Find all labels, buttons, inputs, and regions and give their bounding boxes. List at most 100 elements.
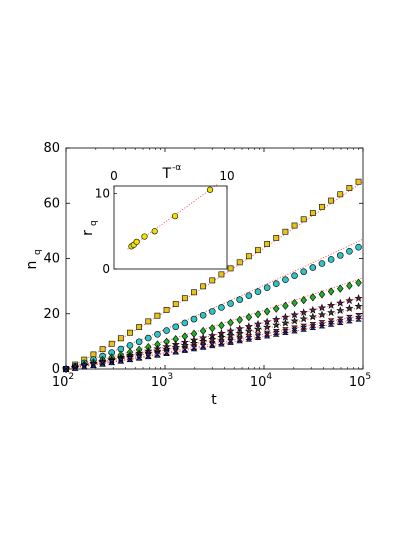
square-marker [255, 247, 261, 254]
square-marker [99, 346, 106, 353]
circle-marker [346, 247, 353, 255]
circle-marker [245, 292, 253, 299]
hourglass-marker [218, 340, 225, 347]
hourglass-marker [163, 350, 170, 357]
hourglass-marker [309, 324, 317, 331]
hourglass-marker [336, 319, 344, 326]
circle-marker [309, 264, 317, 271]
hourglass-marker [282, 329, 289, 336]
hourglass-marker [108, 359, 116, 366]
hourglass-marker [99, 360, 106, 367]
circle-marker [327, 256, 335, 263]
hourglass-marker [263, 332, 271, 339]
inset-x-tick-label: 0 [110, 169, 118, 183]
hourglass-marker [272, 330, 280, 337]
main-ticks: 102 103 104 105 0 20 40 60 80 [43, 141, 371, 390]
y-axis-label-base: n [24, 261, 40, 270]
star-marker [317, 310, 327, 319]
square-marker [200, 283, 207, 290]
y-tick-label: 80 [43, 141, 60, 156]
star-marker [226, 331, 235, 339]
star-marker [217, 333, 226, 341]
square-marker [218, 271, 225, 278]
circle-marker [254, 288, 262, 296]
square-marker [154, 312, 161, 319]
star-marker [272, 320, 281, 329]
inset-y-label-sub: q [89, 220, 99, 226]
circle-marker [291, 272, 298, 279]
series-7 [62, 315, 362, 372]
square-marker [127, 329, 133, 336]
square-marker [209, 277, 216, 284]
hourglass-marker [318, 322, 326, 329]
square-marker [145, 318, 152, 325]
circle-marker [144, 334, 152, 342]
circle-marker [318, 260, 326, 267]
inset-y-tick-label: 0 [102, 262, 110, 276]
diamond-marker [254, 310, 262, 319]
circle-marker [218, 304, 225, 311]
hourglass-marker [327, 320, 335, 327]
diamond-marker [300, 296, 307, 305]
star-marker [336, 298, 345, 307]
x-tick-label: 104 [250, 372, 273, 390]
inset-fit-line [127, 183, 219, 250]
star-marker [235, 329, 244, 337]
square-marker [319, 203, 325, 210]
star-marker [317, 303, 327, 312]
square-marker [181, 295, 188, 302]
circle-marker [272, 280, 280, 288]
diamond-marker [227, 318, 234, 327]
star-marker [327, 308, 336, 317]
hourglass-marker [126, 356, 134, 363]
hourglass-marker [291, 327, 298, 334]
circle-marker [355, 243, 362, 251]
circle-marker [190, 315, 198, 323]
star-marker [281, 312, 290, 321]
inset-y-label-base: r [80, 230, 96, 236]
inset-x-axis-label: T -α [161, 163, 181, 182]
inset-x-label-sup: -α [172, 163, 181, 173]
square-marker [108, 340, 115, 347]
x-axis-label: t [211, 392, 217, 408]
inset-y-axis-label: r q [80, 220, 99, 236]
star-marker [281, 318, 290, 327]
diamond-marker [309, 293, 317, 302]
star-marker [345, 296, 354, 305]
main-markers [61, 178, 363, 374]
hourglass-marker [254, 334, 262, 340]
inset-point [171, 213, 179, 220]
hourglass-marker [236, 337, 244, 344]
diamond-marker [346, 281, 353, 290]
square-marker [309, 210, 316, 217]
inset-point [133, 238, 140, 245]
circle-marker [282, 276, 289, 284]
star-marker [253, 324, 263, 333]
star-marker [299, 314, 308, 323]
square-marker [191, 289, 197, 296]
circle-marker [172, 323, 180, 331]
star-marker [308, 305, 317, 314]
square-marker [264, 241, 271, 247]
fit-line [65, 238, 364, 370]
star-marker [327, 301, 336, 309]
square-marker [300, 216, 307, 223]
y-axis-label-sub: q [33, 249, 43, 255]
circle-marker [208, 308, 216, 315]
diamond-marker [273, 304, 280, 313]
circle-marker [236, 296, 243, 303]
inset-y-tick-label: 10 [95, 187, 110, 201]
diamond-marker [355, 278, 362, 287]
hourglass-marker [117, 357, 125, 364]
x-tick-label: 103 [151, 372, 173, 390]
circle-marker [300, 268, 307, 275]
diamond-marker [236, 315, 243, 324]
square-marker [337, 191, 344, 198]
hourglass-marker [300, 325, 308, 332]
hourglass-marker [181, 347, 189, 353]
hourglass-marker [227, 339, 234, 345]
diamond-marker [318, 290, 326, 299]
y-axis-label: n q [24, 249, 43, 269]
